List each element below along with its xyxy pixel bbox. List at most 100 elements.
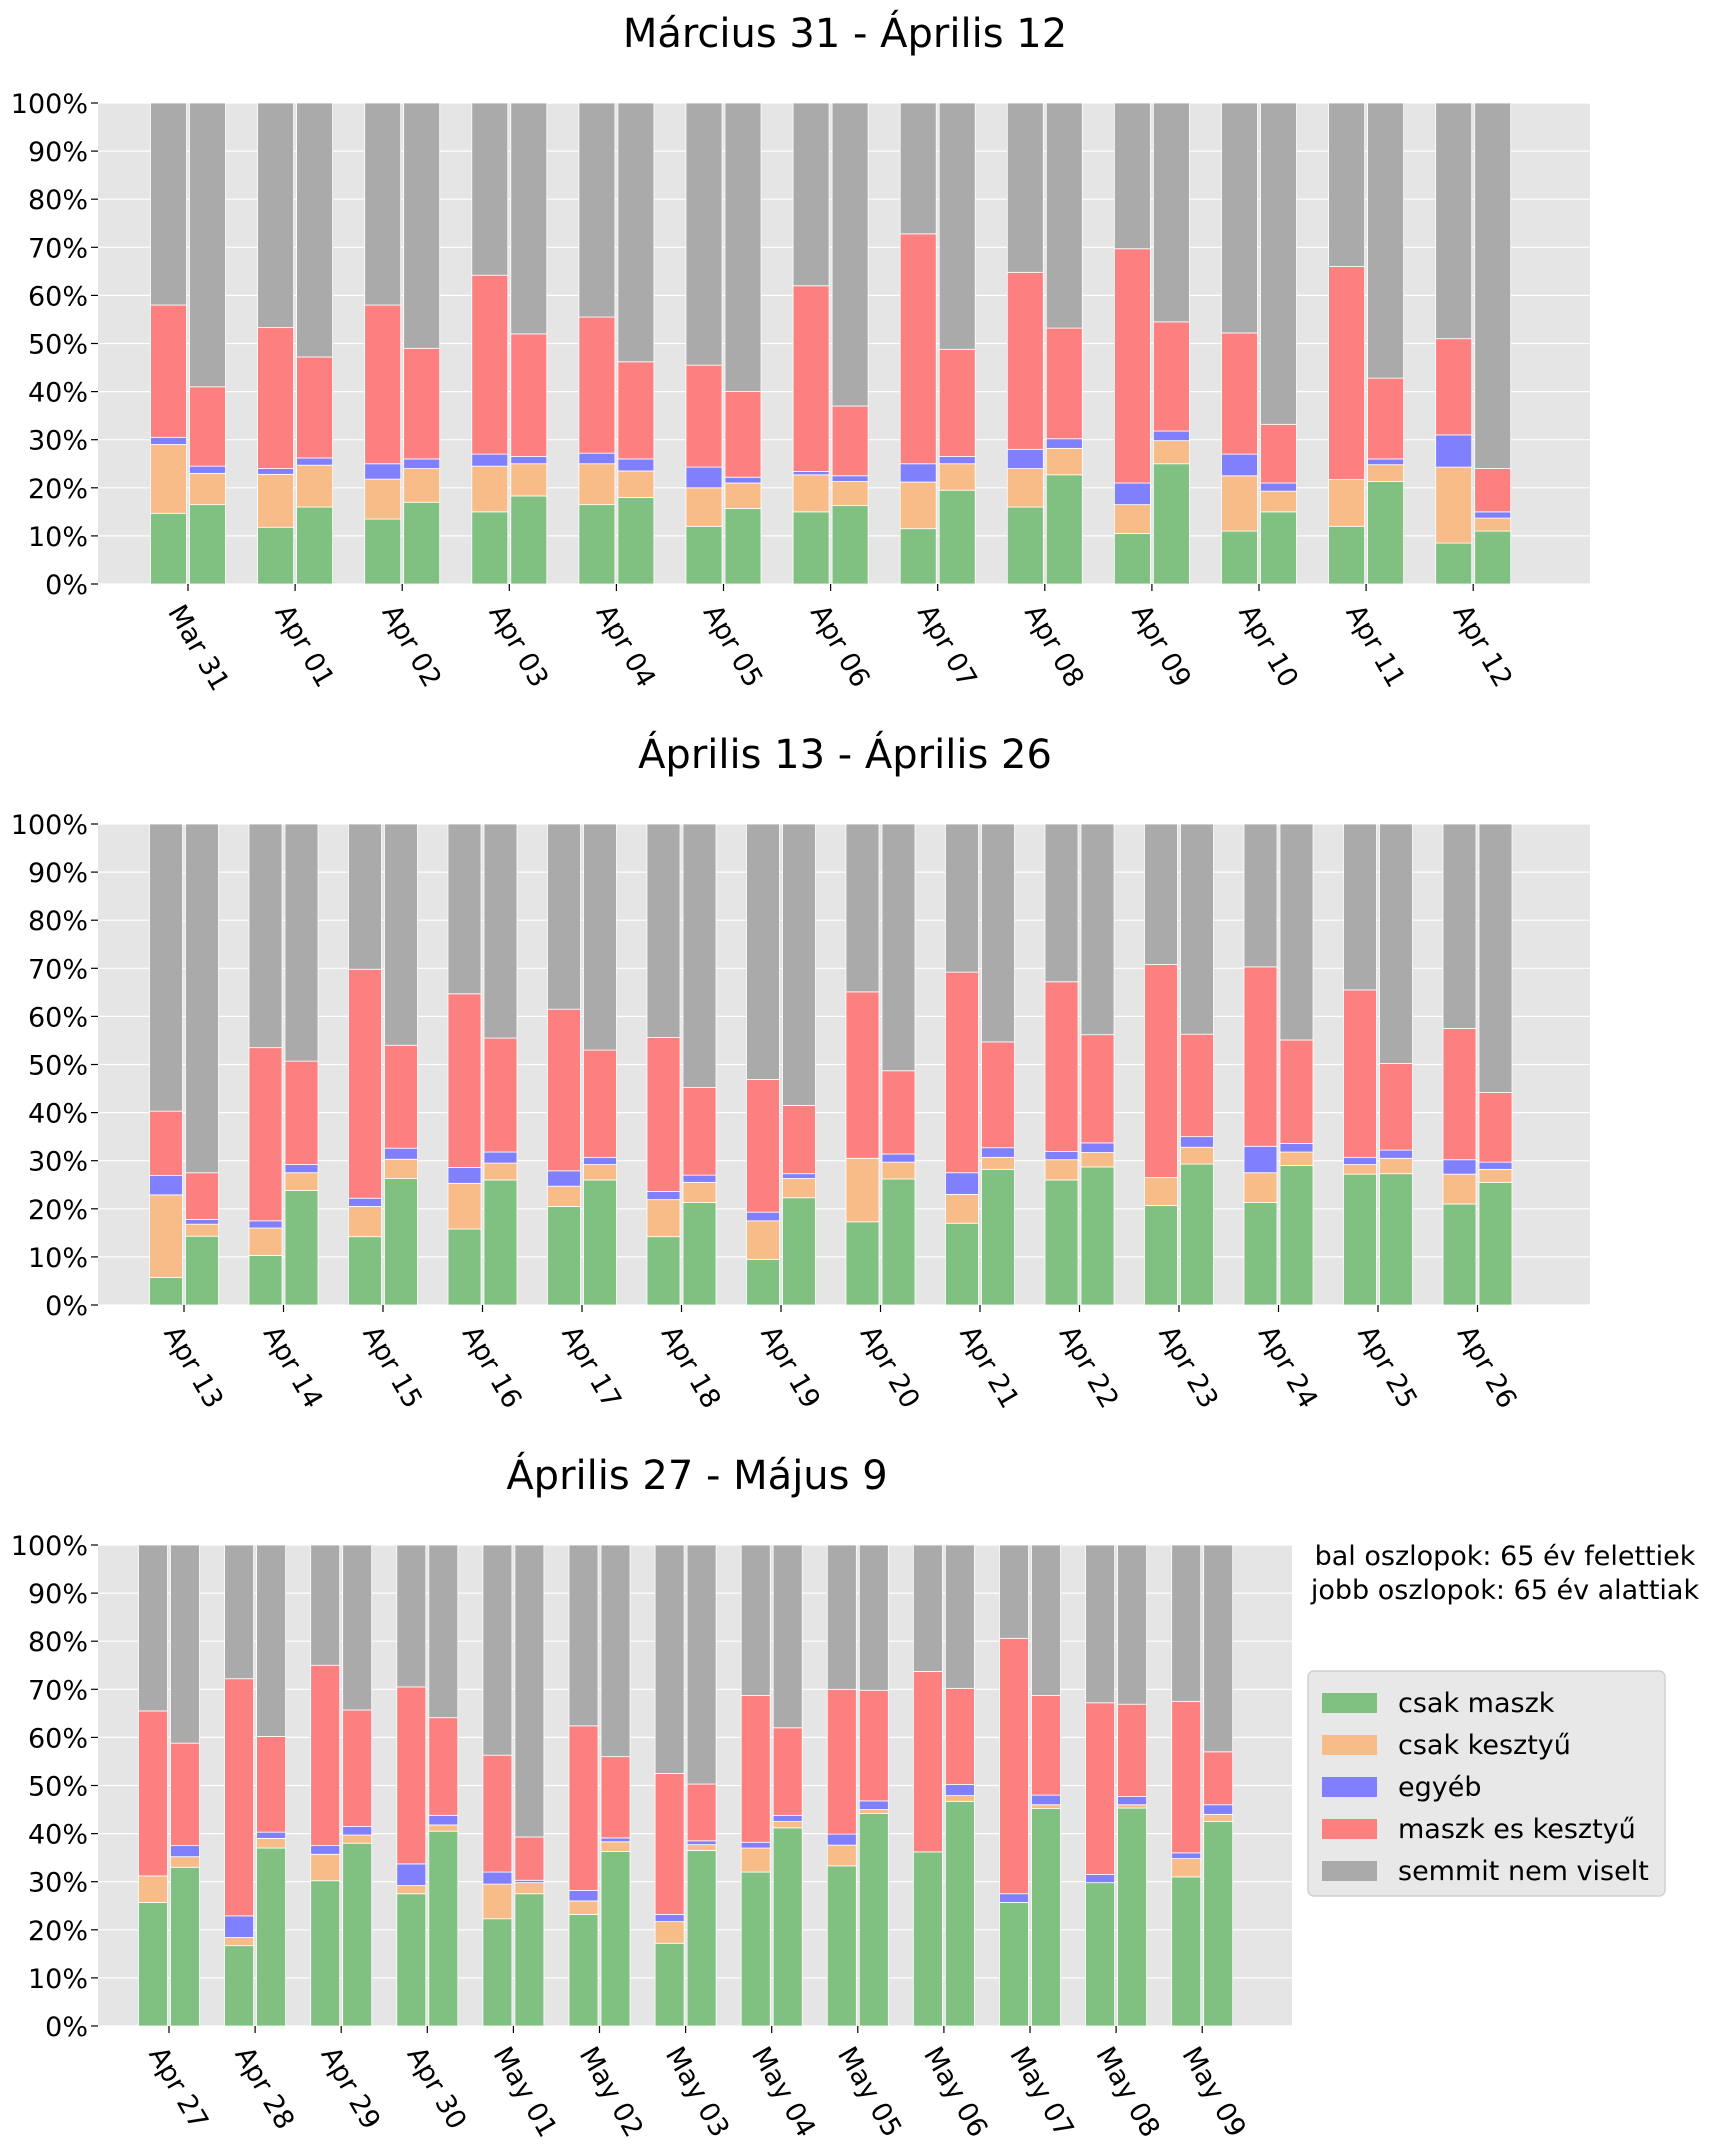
bar-segment-left-semmit bbox=[248, 823, 283, 1049]
bar-segment-left-csak-maszk bbox=[740, 1871, 771, 2027]
y-tick-label: 70% bbox=[28, 1675, 88, 1706]
bar-segment-right-csak-kesztyu bbox=[617, 470, 655, 498]
chart-3-y-axis: 0% 10% 20% 30% 40% 50% 60% 70% 80% 90% 100% bbox=[11, 1531, 98, 2043]
bar-segment-left-csak-maszk bbox=[945, 1222, 979, 1306]
bar-segment-left-semmit bbox=[792, 102, 830, 287]
chart-2-bars bbox=[149, 823, 1513, 1306]
bar-segment-left-egyeb bbox=[547, 1170, 581, 1187]
bar-segment-right-semmit bbox=[772, 1544, 803, 1729]
bar-segment-right-egyeb bbox=[170, 1845, 200, 1858]
y-tick-label: 10% bbox=[28, 1964, 88, 1995]
bar-segment-left-maszk-es-kesztyu bbox=[913, 1671, 943, 1853]
bar-segment-left-maszk-es-kesztyu bbox=[945, 971, 979, 1174]
bar-segment-right-csak-kesztyu bbox=[403, 468, 441, 503]
bar-segment-left-semmit bbox=[654, 1544, 685, 1774]
bar-segment-right-semmit bbox=[945, 1544, 975, 1689]
y-tick-label: 90% bbox=[28, 858, 88, 889]
bar-segment-left-csak-maszk bbox=[1343, 1173, 1377, 1306]
bar-segment-right-maszk-es-kesztyu bbox=[617, 361, 655, 460]
bar-segment-right-egyeb bbox=[1203, 1804, 1234, 1815]
bar-segment-left-csak-kesztyu bbox=[482, 1883, 513, 1920]
bar-segment-right-maszk-es-kesztyu bbox=[772, 1727, 803, 1816]
bar-segment-left-csak-maszk bbox=[1114, 533, 1151, 585]
bar-segment-right-maszk-es-kesztyu bbox=[1153, 321, 1190, 432]
bar-segment-left-egyeb bbox=[150, 436, 187, 445]
bar-segment-right-semmit bbox=[1260, 102, 1297, 425]
bar-segment-left-csak-maszk bbox=[364, 518, 402, 585]
chart-1-x-axis: Mar 31 Apr 01 Apr 02 Apr 03 Apr 04 Apr 05 Apr … bbox=[161, 584, 1518, 696]
bar-segment-left-semmit bbox=[447, 823, 482, 995]
legend-box bbox=[1307, 1670, 1666, 1897]
x-tick-label: May 03 bbox=[659, 2042, 735, 2143]
bar-segment-left-semmit bbox=[482, 1544, 513, 1756]
bar-segment-left-semmit bbox=[1114, 102, 1151, 250]
y-tick-label: 20% bbox=[28, 474, 88, 505]
bar-segment-left-egyeb bbox=[447, 1167, 482, 1184]
bar-segment-right-csak-maszk bbox=[858, 1812, 889, 2027]
bar-segment-right-csak-kesztyu bbox=[772, 1821, 803, 1829]
bar-segment-left-egyeb bbox=[348, 1197, 382, 1207]
bar-segment-left-egyeb bbox=[568, 1889, 599, 1902]
bar-segment-left-egyeb bbox=[1343, 1156, 1377, 1165]
bar-segment-left-semmit bbox=[396, 1544, 427, 1688]
bar-segment-right-maszk-es-kesztyu bbox=[185, 1172, 219, 1220]
bar-segment-left-csak-kesztyu bbox=[578, 463, 616, 506]
bar-segment-right-egyeb bbox=[831, 475, 869, 482]
bar-segment-left-egyeb bbox=[482, 1871, 513, 1885]
bar-segment-left-maszk-es-kesztyu bbox=[138, 1710, 168, 1877]
bar-segment-left-semmit bbox=[1171, 1544, 1202, 1702]
x-tick-label: May 01 bbox=[487, 2042, 563, 2143]
legend: csak maszk csak kesztyű egyéb maszk es kesz… bbox=[1307, 1670, 1666, 1897]
bar-segment-right-maszk-es-kesztyu bbox=[1260, 423, 1297, 484]
bar-segment-right-maszk-es-kesztyu bbox=[403, 347, 441, 460]
x-tick-label: Apr 14 bbox=[257, 1321, 329, 1414]
bar-segment-right-semmit bbox=[483, 823, 518, 1039]
bar-segment-left-egyeb bbox=[792, 471, 830, 476]
bar-segment-right-csak-maszk bbox=[1153, 463, 1190, 585]
bar-segment-left-csak-maszk bbox=[1044, 1179, 1079, 1306]
bar-segment-left-csak-kesztyu bbox=[248, 1227, 283, 1256]
bar-segment-left-semmit bbox=[945, 823, 979, 973]
bar-segment-right-maszk-es-kesztyu bbox=[256, 1736, 287, 1833]
bar-segment-left-csak-kesztyu bbox=[826, 1844, 857, 1867]
bar-segment-right-csak-maszk bbox=[772, 1827, 803, 2027]
y-tick-label: 10% bbox=[28, 522, 88, 553]
bar-segment-right-egyeb bbox=[483, 1151, 518, 1164]
bar-segment-left-semmit bbox=[471, 102, 509, 276]
bar-segment-right-maszk-es-kesztyu bbox=[342, 1709, 373, 1827]
bar-segment-left-egyeb bbox=[396, 1863, 427, 1886]
bar-segment-left-egyeb bbox=[310, 1845, 341, 1855]
bar-segment-right-maszk-es-kesztyu bbox=[981, 1041, 1015, 1149]
bar-segment-right-csak-kesztyu bbox=[189, 472, 226, 506]
bar-segment-right-egyeb bbox=[858, 1800, 889, 1810]
y-tick-label: 20% bbox=[28, 1916, 88, 1947]
bar-segment-left-egyeb bbox=[149, 1175, 183, 1196]
bar-segment-right-csak-kesztyu bbox=[945, 1795, 975, 1802]
bar-segment-right-csak-maszk bbox=[1279, 1165, 1314, 1306]
y-tick-label: 60% bbox=[28, 1723, 88, 1754]
x-tick-label: Apr 05 bbox=[697, 600, 769, 693]
bar-segment-right-egyeb bbox=[185, 1218, 219, 1225]
bar-segment-right-semmit bbox=[682, 823, 717, 1088]
bar-segment-right-egyeb bbox=[189, 465, 226, 474]
bar-segment-left-semmit bbox=[1144, 823, 1178, 965]
bar-segment-left-egyeb bbox=[364, 463, 402, 480]
bar-segment-left-csak-kesztyu bbox=[1144, 1177, 1178, 1206]
bar-segment-right-csak-maszk bbox=[1080, 1166, 1115, 1306]
bar-segment-left-egyeb bbox=[899, 463, 937, 483]
bar-segment-left-csak-maszk bbox=[685, 525, 723, 585]
bar-segment-right-maszk-es-kesztyu bbox=[724, 391, 762, 478]
bar-segment-left-csak-kesztyu bbox=[1221, 475, 1258, 532]
bar-segment-right-semmit bbox=[1279, 823, 1314, 1041]
bar-segment-right-csak-kesztyu bbox=[296, 464, 334, 508]
bar-segment-right-maszk-es-kesztyu bbox=[1180, 1033, 1214, 1138]
legend-swatch bbox=[1322, 1735, 1377, 1755]
bar-segment-left-maszk-es-kesztyu bbox=[1171, 1700, 1202, 1854]
bar-segment-left-csak-maszk bbox=[1006, 506, 1044, 585]
chart-3: Április 27 - Május 9 0% 10% 20% 30% 40% 50% 60… bbox=[11, 1451, 1292, 2143]
bar-segment-left-csak-kesztyu bbox=[1328, 479, 1365, 527]
bar-segment-right-maszk-es-kesztyu bbox=[858, 1689, 889, 1802]
bar-segment-left-semmit bbox=[364, 102, 402, 306]
bar-segment-right-egyeb bbox=[510, 456, 548, 465]
